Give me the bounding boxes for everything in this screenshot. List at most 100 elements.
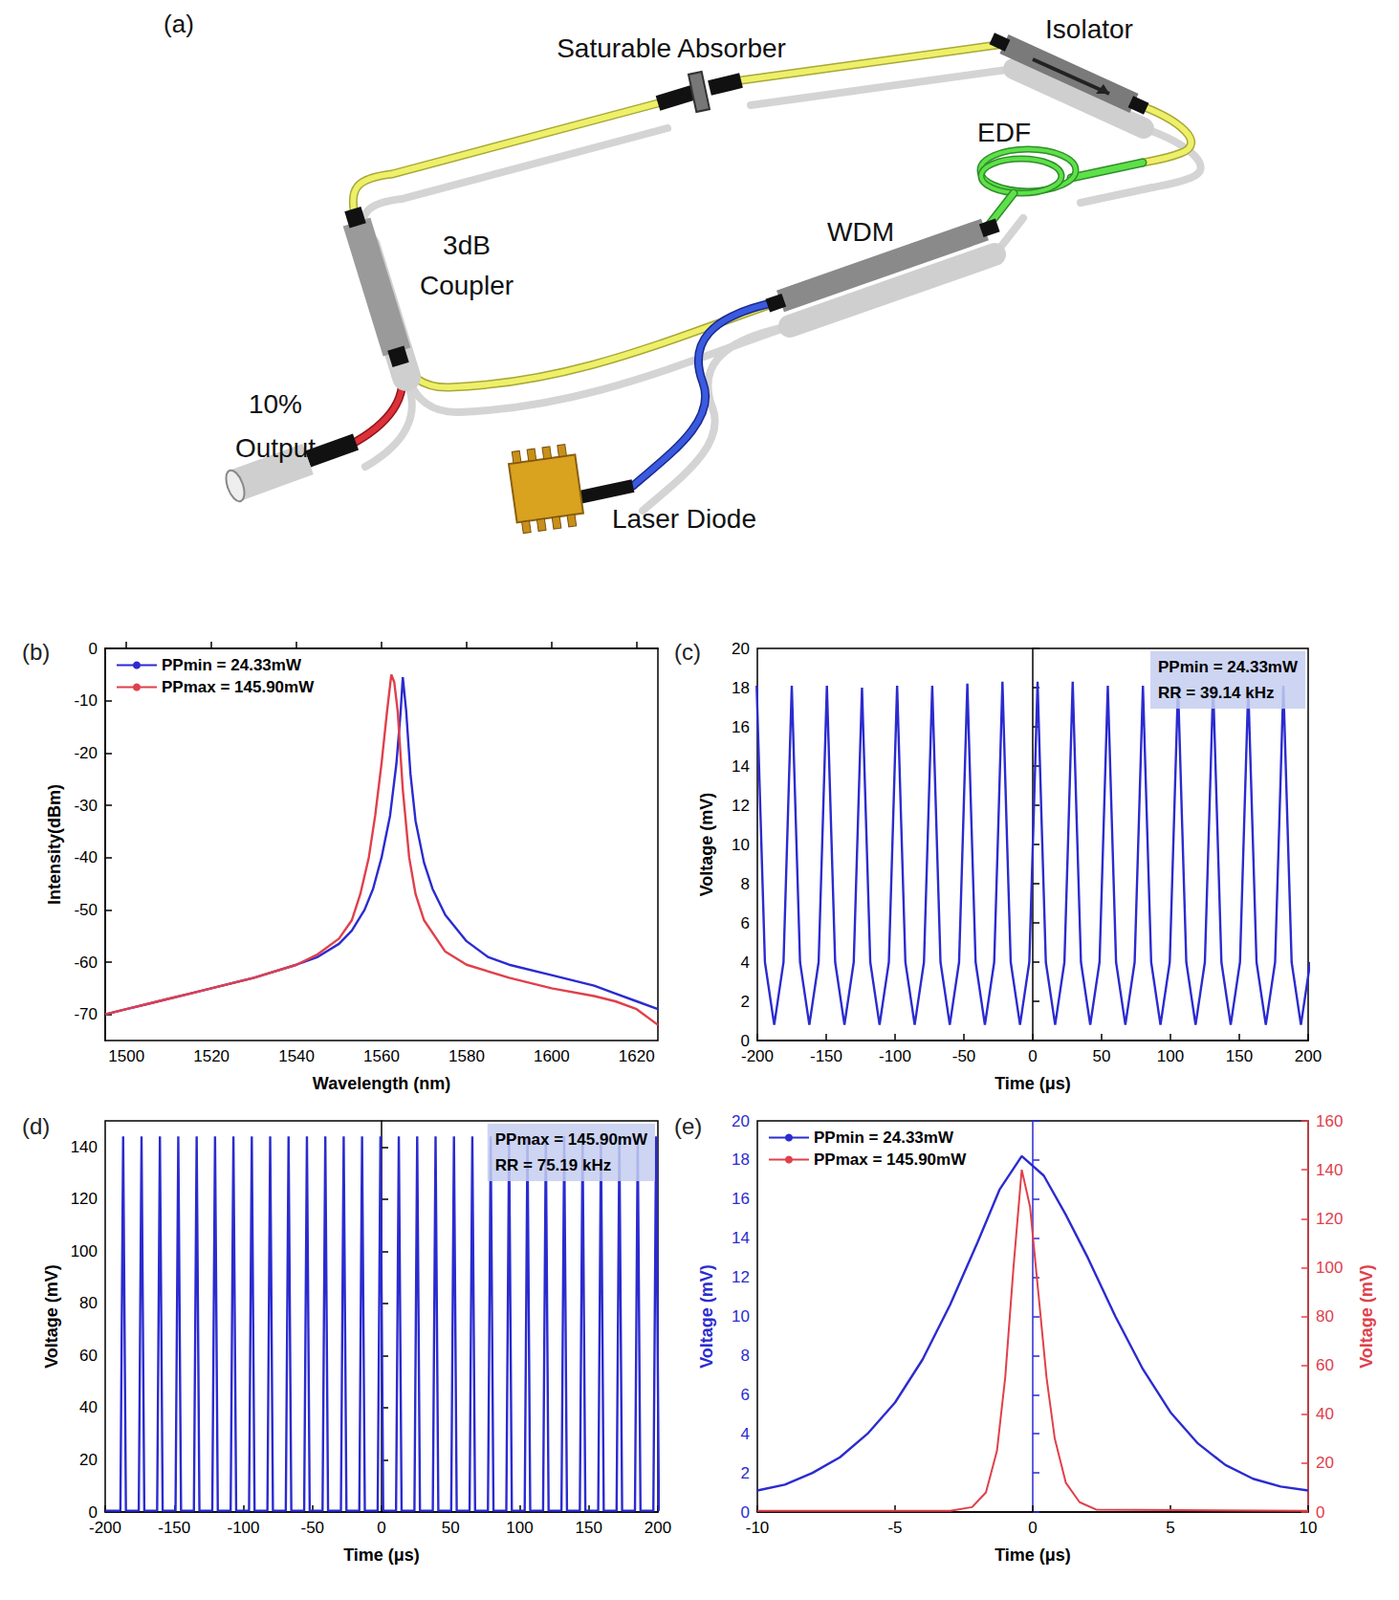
svg-text:14: 14 [731,757,750,776]
svg-text:Voltage (mV): Voltage (mV) [697,1264,717,1369]
svg-text:2: 2 [741,992,750,1011]
svg-text:100: 100 [70,1242,98,1261]
svg-text:1620: 1620 [618,1047,656,1066]
svg-text:100: 100 [505,1518,533,1537]
svg-text:20: 20 [731,1112,750,1131]
svg-text:16: 16 [731,718,750,737]
svg-text:Saturable Absorber: Saturable Absorber [556,33,787,64]
svg-text:18: 18 [731,1150,750,1169]
svg-text:10: 10 [731,1307,750,1326]
svg-text:1540: 1540 [278,1047,315,1066]
svg-text:PPmax = 145.90mW: PPmax = 145.90mW [813,1150,967,1169]
svg-text:40: 40 [79,1398,98,1417]
svg-text:3dB: 3dB [442,230,491,261]
svg-text:20: 20 [1315,1453,1334,1472]
svg-text:10: 10 [731,835,750,854]
svg-text:20: 20 [79,1450,98,1469]
svg-text:-20: -20 [73,743,98,763]
svg-text:Wavelength (nm): Wavelength (nm) [312,1073,451,1093]
svg-text:-30: -30 [73,796,98,815]
svg-text:160: 160 [1315,1112,1343,1131]
svg-text:1600: 1600 [533,1047,570,1066]
svg-text:200: 200 [644,1518,672,1537]
svg-text:12: 12 [731,796,750,815]
svg-text:20: 20 [731,639,750,658]
svg-text:-200: -200 [88,1518,122,1537]
svg-text:100: 100 [1157,1047,1184,1066]
svg-text:RR = 75.19 kHz: RR = 75.19 kHz [495,1156,612,1175]
svg-text:16: 16 [731,1189,750,1208]
svg-text:-50: -50 [952,1047,977,1066]
svg-text:120: 120 [70,1189,98,1208]
svg-text:PPmax = 145.90mW: PPmax = 145.90mW [161,677,315,697]
svg-text:140: 140 [70,1137,98,1157]
svg-text:10%: 10% [248,389,303,419]
svg-text:0: 0 [88,639,98,658]
svg-text:(b): (b) [21,638,50,665]
svg-text:60: 60 [1315,1355,1334,1375]
svg-text:Voltage (mV): Voltage (mV) [42,1264,62,1369]
svg-text:8: 8 [741,874,750,894]
svg-text:Time (μs): Time (μs) [343,1545,420,1565]
svg-text:-40: -40 [73,848,98,867]
svg-text:(a): (a) [163,9,195,39]
svg-text:14: 14 [731,1228,750,1247]
svg-text:PPmax = 145.90mW: PPmax = 145.90mW [495,1130,649,1149]
svg-text:PPmin = 24.33mW: PPmin = 24.33mW [813,1128,955,1147]
svg-text:120: 120 [1315,1209,1343,1228]
svg-text:-100: -100 [878,1047,912,1066]
svg-text:Time (μs): Time (μs) [994,1545,1072,1565]
svg-text:1520: 1520 [193,1047,230,1066]
svg-text:-60: -60 [73,953,98,972]
svg-text:-150: -150 [157,1518,191,1537]
svg-text:5: 5 [1165,1518,1175,1537]
svg-text:50: 50 [1092,1047,1112,1066]
svg-text:100: 100 [1315,1258,1343,1277]
svg-text:Laser Diode: Laser Diode [612,503,757,534]
svg-text:200: 200 [1294,1047,1322,1066]
svg-text:RR = 39.14 kHz: RR = 39.14 kHz [1158,683,1274,702]
svg-text:-70: -70 [73,1005,98,1024]
svg-text:Coupler: Coupler [419,270,514,301]
svg-text:140: 140 [1315,1160,1343,1180]
svg-text:0: 0 [376,1518,386,1537]
svg-text:Output: Output [235,433,316,463]
svg-text:1560: 1560 [363,1047,400,1066]
svg-text:40: 40 [1315,1404,1334,1423]
svg-text:1500: 1500 [108,1047,145,1066]
svg-text:Voltage (mV): Voltage (mV) [1356,1264,1377,1369]
svg-text:-10: -10 [745,1518,770,1537]
svg-text:60: 60 [79,1346,98,1365]
svg-text:1580: 1580 [448,1047,485,1066]
svg-text:50: 50 [441,1518,460,1537]
svg-text:WDM: WDM [827,217,895,247]
svg-text:(c): (c) [674,638,701,665]
svg-text:-100: -100 [226,1518,260,1537]
svg-text:Intensity(dBm): Intensity(dBm) [44,784,65,905]
svg-text:Isolator: Isolator [1045,14,1134,44]
svg-text:150: 150 [1225,1047,1253,1066]
svg-text:-5: -5 [887,1518,902,1537]
svg-text:150: 150 [575,1518,603,1537]
svg-text:-50: -50 [73,900,98,919]
svg-text:(d): (d) [21,1113,50,1139]
svg-text:80: 80 [1315,1307,1334,1326]
svg-text:(e): (e) [674,1113,702,1139]
svg-text:PPmin = 24.33mW: PPmin = 24.33mW [161,655,303,675]
svg-text:2: 2 [741,1464,750,1483]
svg-text:6: 6 [741,914,750,933]
svg-text:4: 4 [741,953,750,972]
svg-text:18: 18 [731,678,750,698]
svg-text:-200: -200 [741,1047,774,1066]
svg-text:6: 6 [741,1385,750,1404]
svg-text:12: 12 [731,1267,750,1287]
svg-text:Time (μs): Time (μs) [994,1073,1072,1093]
svg-text:0: 0 [1027,1047,1037,1066]
svg-text:-50: -50 [300,1518,325,1537]
svg-text:80: 80 [79,1293,98,1312]
svg-text:Voltage (mV): Voltage (mV) [697,792,717,897]
svg-text:EDF: EDF [977,117,1031,148]
svg-text:4: 4 [741,1424,750,1443]
svg-text:0: 0 [1027,1518,1037,1537]
svg-text:10: 10 [1299,1518,1318,1537]
